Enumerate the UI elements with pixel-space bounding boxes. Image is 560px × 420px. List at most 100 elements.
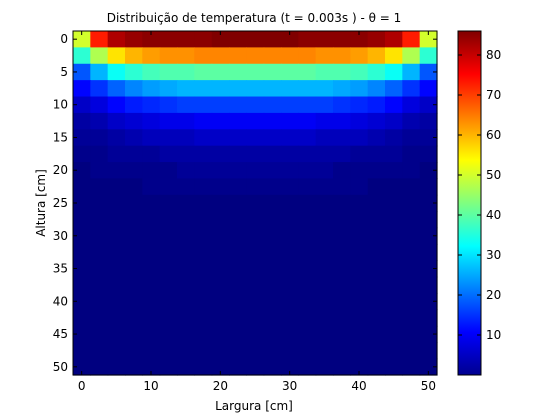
heatmap-cell [315, 211, 334, 229]
heatmap-cell [125, 63, 143, 81]
heatmap-cell [246, 80, 265, 98]
heatmap-cell [142, 325, 161, 343]
heatmap-cell [73, 342, 91, 360]
heatmap-cell [211, 309, 230, 327]
heatmap-cell [73, 145, 91, 163]
chart-title: Distribuição de temperatura (t = 0.003s … [107, 11, 402, 25]
heatmap-cell [246, 194, 265, 212]
heatmap-cell [194, 63, 213, 81]
heatmap-cell [73, 293, 91, 311]
heatmap-cell [229, 276, 247, 294]
y-tick-label: 30 [53, 229, 68, 243]
heatmap-cell [159, 96, 178, 114]
heatmap-cell [159, 276, 178, 294]
heatmap-cell [107, 276, 126, 294]
heatmap-cell [298, 309, 317, 327]
heatmap-cell [194, 325, 213, 343]
heatmap-cell [281, 145, 299, 163]
heatmap-cell [90, 325, 109, 343]
heatmap-cell [142, 293, 161, 311]
heatmap-cell [402, 243, 421, 261]
heatmap-cell [333, 342, 351, 360]
heatmap-cell [315, 342, 334, 360]
heatmap-cell [229, 162, 247, 180]
heatmap-cell [107, 80, 126, 98]
heatmap-cell [142, 47, 161, 65]
heatmap-cell [281, 293, 299, 311]
heatmap-cell [211, 96, 230, 114]
heatmap-cell [350, 129, 369, 147]
y-tick-label: 20 [53, 163, 68, 177]
heatmap-cell [194, 96, 213, 114]
heatmap-cell [177, 47, 195, 65]
y-tick-label: 0 [60, 32, 68, 46]
heatmap-cell [159, 80, 178, 98]
heatmap-cell [263, 178, 282, 196]
heatmap-cell [246, 227, 265, 245]
heatmap-cell [419, 227, 438, 245]
heatmap-cell [263, 309, 282, 327]
x-tick-label: 50 [421, 379, 436, 393]
heatmap-cell [73, 31, 91, 48]
heatmap-cell [159, 47, 178, 65]
heatmap-cell [211, 211, 230, 229]
heatmap-cell [194, 145, 213, 163]
heatmap-cell [246, 260, 265, 278]
heatmap-cell [298, 129, 317, 147]
heatmap-cell [125, 260, 143, 278]
heatmap-cell [142, 63, 161, 81]
heatmap-cell [367, 31, 386, 48]
heatmap-cell [315, 47, 334, 65]
heatmap-cell [402, 342, 421, 360]
heatmap-cell [333, 276, 351, 294]
heatmap-cell [159, 178, 178, 196]
heatmap-cell [385, 80, 403, 98]
heatmap-cell [246, 309, 265, 327]
y-tick-label: 5 [60, 65, 68, 79]
heatmap-cell [229, 211, 247, 229]
heatmap-cell [211, 47, 230, 65]
heatmap-cell [298, 47, 317, 65]
colorbar-tick-label: 70 [486, 88, 501, 102]
heatmap-cell [107, 194, 126, 212]
heatmap-cell [177, 96, 195, 114]
heatmap-cell [125, 178, 143, 196]
heatmap-cell [281, 194, 299, 212]
heatmap-cell [194, 194, 213, 212]
heatmap-cell [385, 342, 403, 360]
heatmap-cell [73, 63, 91, 81]
heatmap-cell [194, 178, 213, 196]
heatmap-cell [246, 145, 265, 163]
heatmap-cell [385, 31, 403, 48]
x-tick-label: 10 [143, 379, 158, 393]
heatmap-cell [90, 178, 109, 196]
heatmap-cell [90, 112, 109, 130]
heatmap-cell [367, 162, 386, 180]
heatmap-cell [246, 31, 265, 48]
heatmap-cell [125, 227, 143, 245]
heatmap-cell [367, 342, 386, 360]
heatmap-cell [90, 63, 109, 81]
heatmap-cell [385, 145, 403, 163]
heatmap-cell [281, 162, 299, 180]
heatmap-cell [159, 145, 178, 163]
heatmap-cell [298, 293, 317, 311]
heatmap-cell [177, 358, 195, 376]
heatmap-cell [281, 325, 299, 343]
heatmap-cell [142, 211, 161, 229]
heatmap-cell [229, 96, 247, 114]
heatmap-cell [73, 129, 91, 147]
heatmap-cell [385, 243, 403, 261]
heatmap-cell [333, 260, 351, 278]
heatmap-cell [367, 96, 386, 114]
heatmap-cell [90, 276, 109, 294]
heatmap-cell [402, 227, 421, 245]
heatmap-cell [90, 96, 109, 114]
heatmap-cell [90, 31, 109, 48]
y-tick-label: 35 [53, 262, 68, 276]
heatmap-cell [402, 211, 421, 229]
heatmap-cell [125, 129, 143, 147]
heatmap-cell [263, 243, 282, 261]
heatmap-cell [246, 293, 265, 311]
heatmap-cell [315, 162, 334, 180]
